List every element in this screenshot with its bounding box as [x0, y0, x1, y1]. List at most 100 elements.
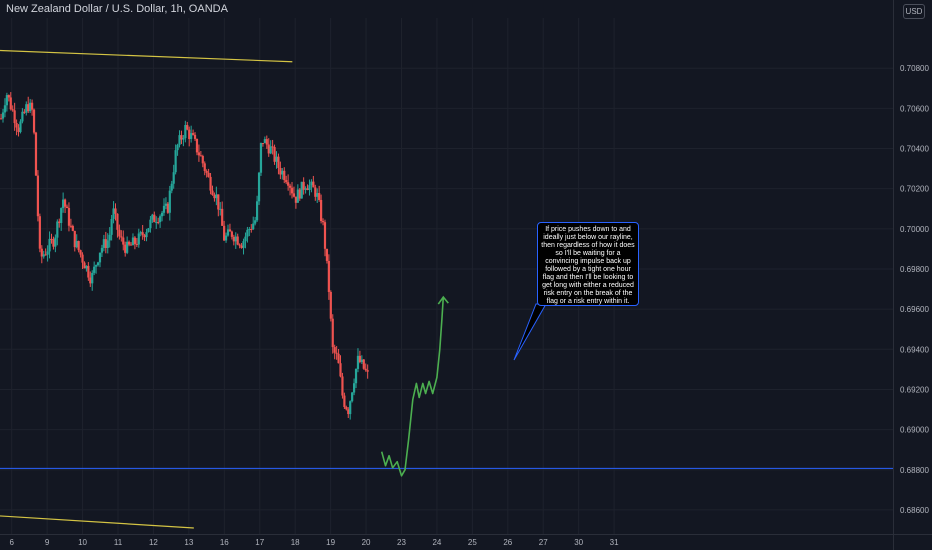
candle-body	[263, 139, 266, 144]
candle-body	[236, 236, 239, 245]
candle-body	[186, 125, 189, 130]
price-tick-label: 0.69200	[900, 385, 929, 394]
candle-body	[11, 109, 14, 111]
time-tick-label: 27	[539, 538, 548, 547]
candle-body	[199, 155, 202, 157]
currency-badge[interactable]: USD	[903, 4, 925, 19]
candle-body	[67, 208, 71, 226]
price-tick-label: 0.70800	[900, 64, 929, 73]
candle-body	[106, 240, 109, 248]
candle-body	[197, 152, 201, 156]
candle-body	[362, 359, 365, 369]
candle-body	[30, 102, 34, 110]
candlesticks	[0, 92, 369, 420]
candle-body	[27, 104, 30, 112]
candle-body	[180, 135, 183, 140]
candle-body	[273, 147, 276, 162]
candle-body	[73, 230, 76, 248]
candle-body	[352, 383, 356, 393]
candle-body	[323, 222, 327, 249]
candle-body	[172, 172, 175, 184]
price-axis[interactable]: 0.70800 0.70600 0.70400 0.70200 0.70000 0.698…	[900, 64, 929, 515]
candle-body	[104, 239, 107, 248]
candle-body	[116, 213, 119, 230]
annotation-callout[interactable]: If price pushes down to and ideally just…	[537, 222, 639, 306]
candle-body	[256, 201, 259, 221]
candle-body	[296, 189, 299, 203]
candle-body	[1, 112, 5, 119]
candle-body	[137, 233, 140, 245]
candle-body	[87, 265, 90, 278]
time-tick-label: 18	[291, 538, 300, 547]
candle-body	[122, 237, 125, 245]
candle-body	[360, 359, 363, 363]
candle-body	[17, 127, 20, 133]
candle-body	[182, 138, 185, 140]
candle-body	[261, 143, 265, 145]
candle-body	[337, 353, 340, 364]
candle-body	[345, 406, 348, 410]
candle-body	[279, 167, 282, 175]
candle-body	[339, 363, 342, 377]
candle-body	[238, 244, 241, 246]
candle-body	[224, 235, 228, 241]
candle-body	[62, 199, 65, 209]
candle-body	[176, 144, 179, 151]
candle-body	[248, 228, 251, 230]
price-tick-label: 0.70400	[900, 145, 929, 154]
candle-body	[358, 355, 362, 363]
time-tick-label: 6	[9, 538, 14, 547]
candle-body	[29, 102, 32, 112]
candle-body	[288, 185, 292, 188]
candle-body	[126, 241, 129, 253]
candle-body	[215, 194, 218, 199]
candle-body	[195, 138, 199, 153]
candle-body	[290, 187, 294, 194]
time-tick-label: 23	[397, 538, 406, 547]
candle-body	[54, 237, 57, 247]
projected-path[interactable]	[380, 295, 547, 477]
time-tick-label: 10	[78, 538, 87, 547]
candle-body	[242, 241, 245, 248]
candle-body	[188, 129, 191, 139]
candle-body	[240, 245, 243, 248]
candle-body	[190, 133, 193, 139]
candle-body	[298, 189, 301, 199]
candle-body	[325, 248, 329, 261]
candle-body	[223, 225, 226, 241]
time-tick-label: 25	[468, 538, 477, 547]
candle-body	[354, 368, 358, 384]
time-tick-label: 24	[432, 538, 441, 547]
candle-body	[269, 146, 272, 154]
candle-body	[110, 218, 113, 235]
candle-body	[356, 355, 360, 369]
channel-lines[interactable]	[0, 49, 293, 529]
candle-body	[335, 352, 338, 354]
candle-body	[118, 229, 121, 237]
candle-body	[213, 194, 216, 199]
candle-body	[184, 125, 187, 139]
candle-body	[259, 143, 263, 173]
candle-body	[287, 182, 290, 186]
candle-body	[341, 376, 344, 396]
candle-body	[65, 206, 69, 209]
candle-body	[42, 254, 45, 257]
time-axis[interactable]: 6 9 10 11 12 13 16 17 18 19 20 23 24 25 26 27 30 31	[9, 538, 619, 547]
price-tick-label: 0.68800	[900, 466, 929, 475]
candle-body	[275, 156, 278, 162]
candle-body	[203, 163, 206, 172]
candle-body	[25, 104, 28, 113]
candle-body	[257, 172, 261, 202]
candle-body	[211, 190, 214, 195]
candle-body	[95, 265, 98, 267]
candle-body	[100, 247, 104, 253]
candle-body	[329, 291, 332, 319]
candle-body	[193, 134, 197, 139]
candle-body	[98, 252, 102, 263]
candle-body	[32, 109, 36, 133]
candle-body	[174, 150, 177, 173]
candle-body	[112, 208, 115, 219]
candle-body	[91, 272, 94, 284]
time-tick-label: 11	[114, 538, 123, 547]
